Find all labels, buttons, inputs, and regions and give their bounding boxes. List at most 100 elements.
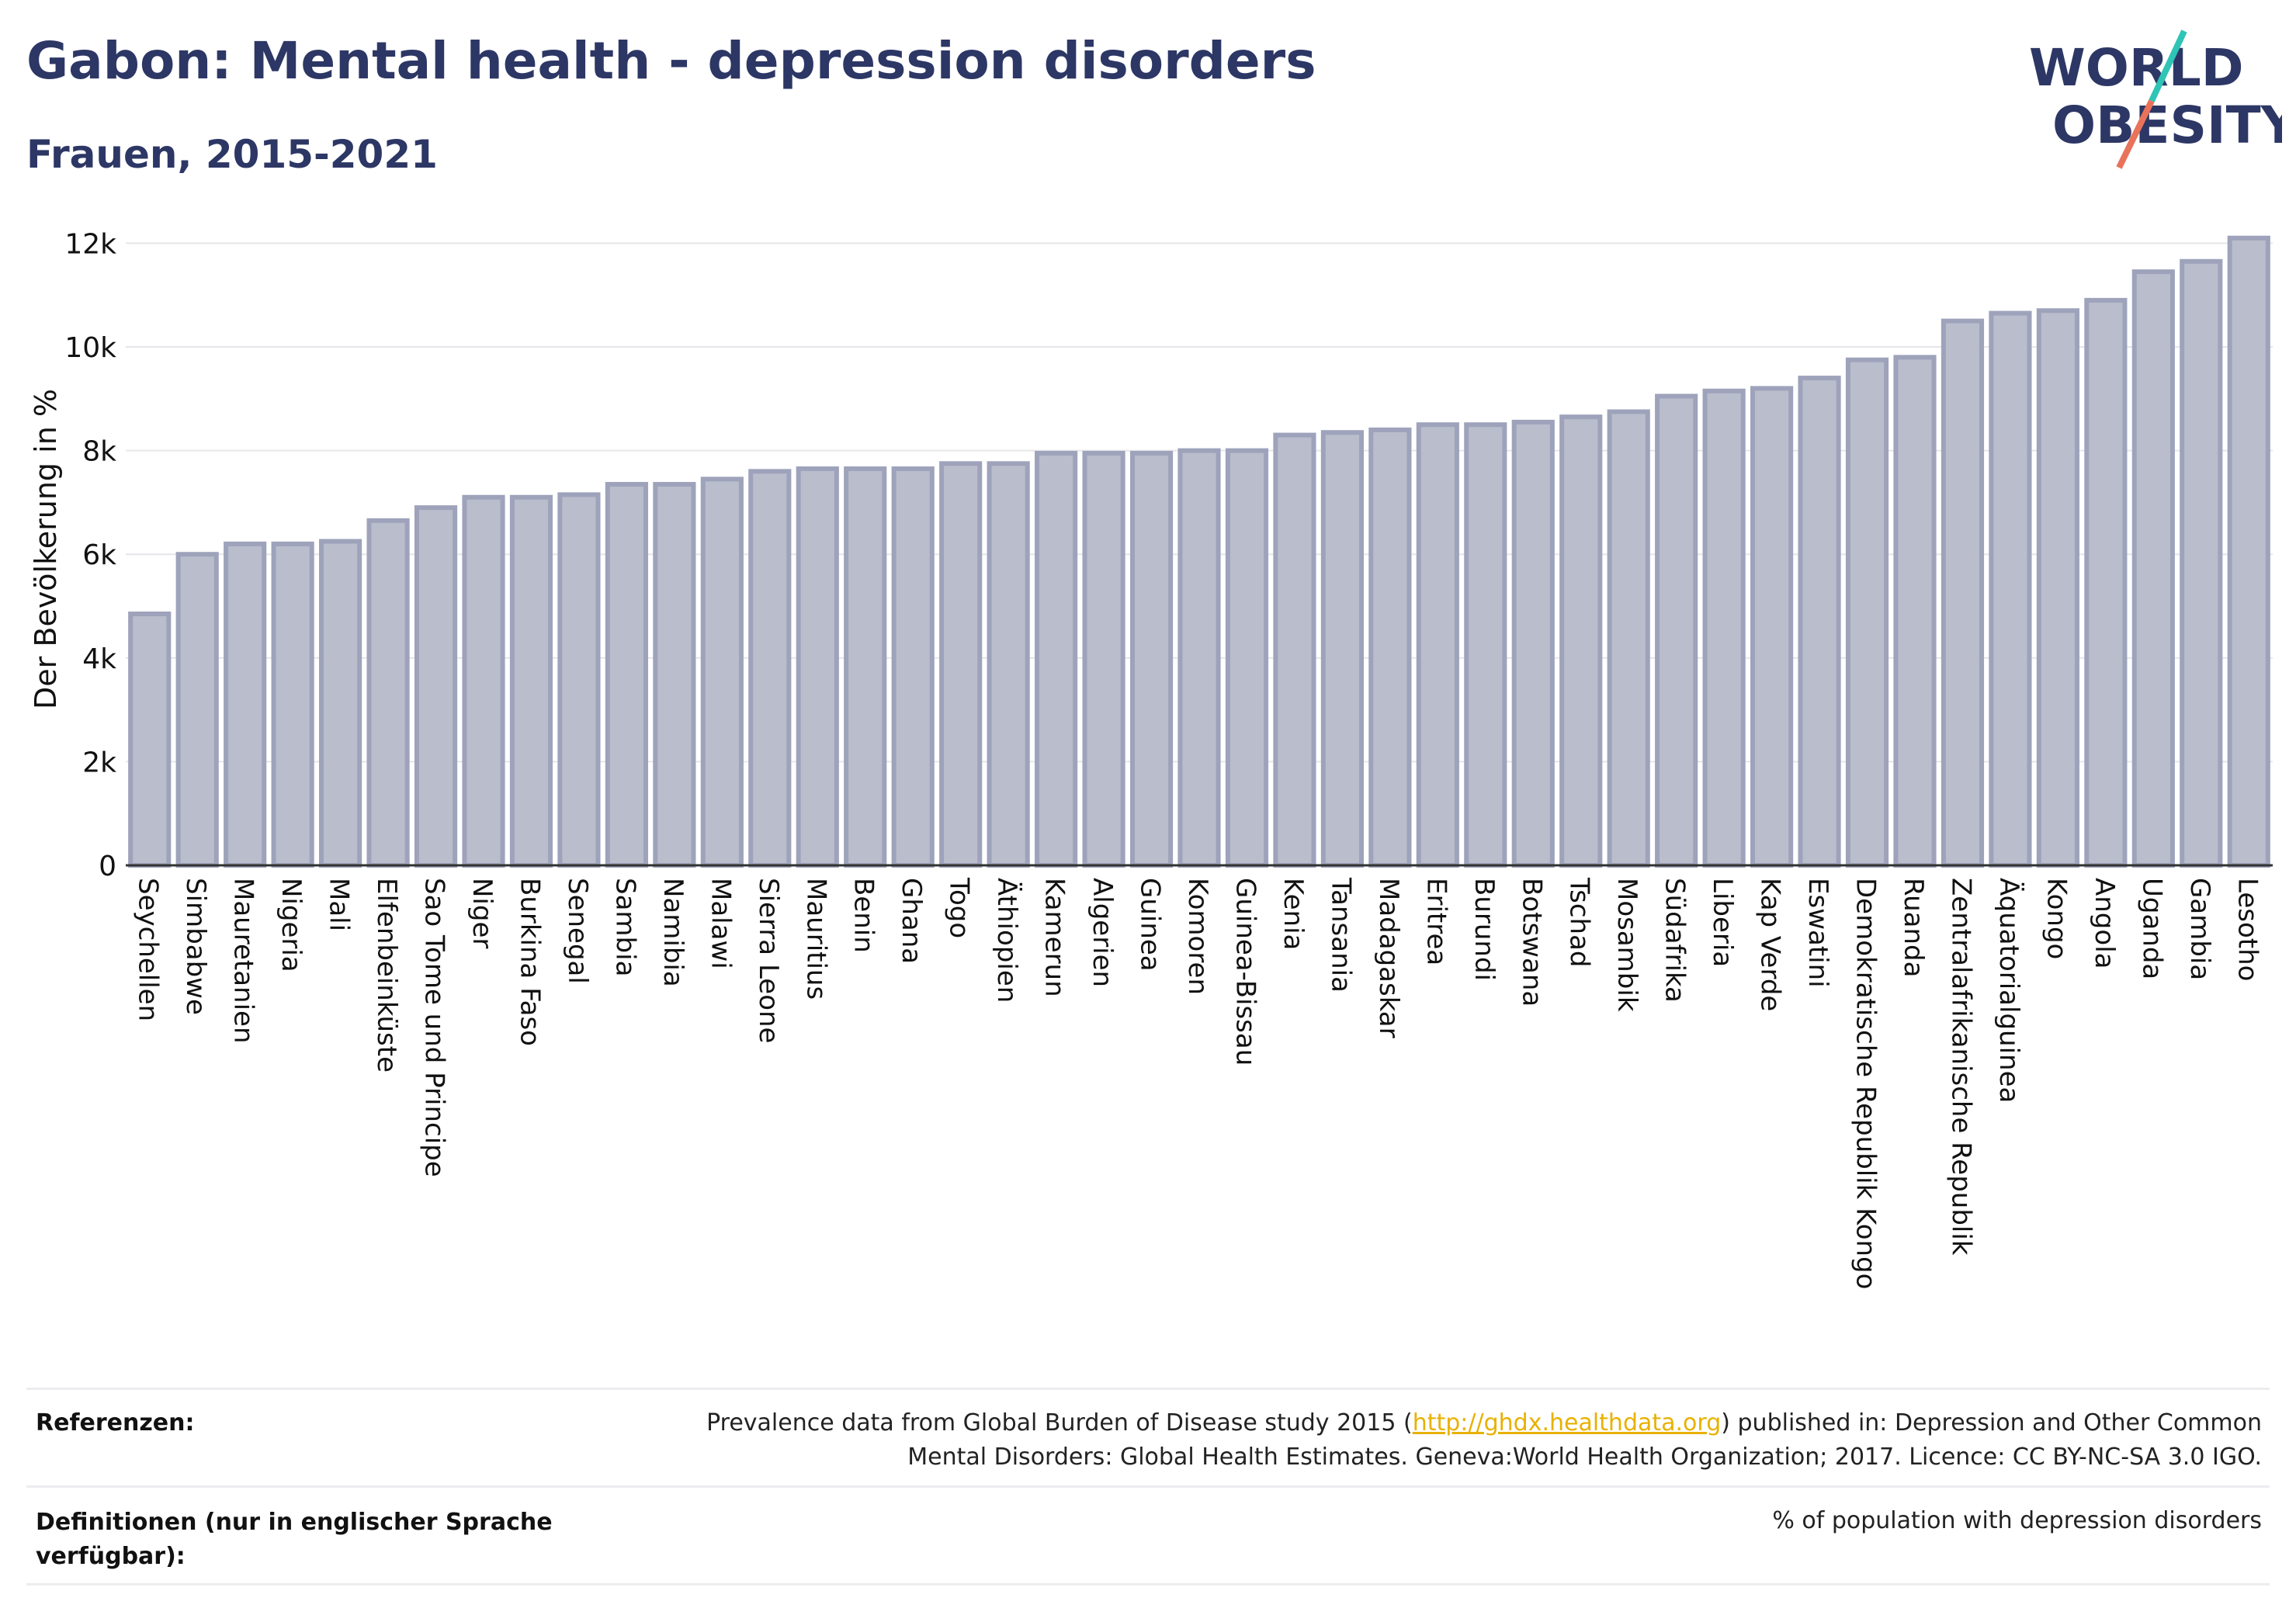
x-tick-label: Seychellen <box>133 878 164 1021</box>
references-line-2: Mental Disorders: Global Health Estimate… <box>907 1444 2262 1471</box>
bar-benin <box>844 466 887 868</box>
x-tick-label: Botswana <box>1516 878 1547 1007</box>
x-tick-label: Tansania <box>1325 877 1356 993</box>
bar-lesotho <box>2227 235 2270 868</box>
bars <box>128 235 2270 868</box>
bar-sao-tome-und-principe <box>414 505 458 868</box>
bar-liberia <box>1702 388 1746 868</box>
bar-madagaskar <box>1368 427 1412 868</box>
bar-guinea <box>1129 450 1174 868</box>
x-tick-label: Zentralafrikanische Republik <box>1945 878 1976 1256</box>
y-tick-label: 10k <box>64 332 116 364</box>
bar-sierra-leone <box>748 469 792 868</box>
x-tick-label: Tschad <box>1564 877 1595 968</box>
x-tick-label: Komoren <box>1182 878 1213 995</box>
references-text: Prevalence data from Global Burden of Di… <box>706 1406 2262 1475</box>
x-tick-label: Madagaskar <box>1373 878 1404 1038</box>
x-tick-label: Kongo <box>2041 878 2072 959</box>
bar-sambia <box>605 482 648 868</box>
definitions-label: Definitionen (nur in englischer Sprache … <box>36 1509 553 1570</box>
x-tick-label: Mauritius <box>800 878 831 1000</box>
bar-angola <box>2084 297 2128 868</box>
x-tick-label: Guinea-Bissau <box>1230 878 1261 1066</box>
bar-seychellen <box>128 612 172 868</box>
bar-ghana <box>891 466 935 868</box>
bar-guinea-bissau <box>1225 448 1269 868</box>
x-tick-label: Niger <box>466 878 498 948</box>
bar-chart: 0 2k 4k 6k 8k 10k 12k Seychellen Simbabwe Maureta… <box>29 228 2273 1289</box>
bar-gambia <box>2180 258 2223 868</box>
y-tick-label: 12k <box>64 228 116 260</box>
x-tick-label: Sambia <box>609 878 640 976</box>
bar-uganda <box>2131 269 2175 868</box>
x-tick-label: Guinea <box>1135 878 1166 972</box>
bar-botswana <box>1511 419 1555 868</box>
x-tick-label: Kenia <box>1278 878 1309 950</box>
world-obesity-logo: WORLD OBESITY <box>2029 29 2282 169</box>
logo-slash-teal <box>2149 29 2187 102</box>
footer-divider-middle <box>26 1485 2270 1488</box>
references-link[interactable]: http://ghdx.healthdata.org <box>1412 1409 1722 1437</box>
x-tick-label: Namibia <box>657 878 688 987</box>
bar-elfenbeinküste <box>366 518 410 868</box>
bar-südafrika <box>1655 393 1698 868</box>
bar-nigeria <box>271 541 314 868</box>
x-tick-label: Mauretanien <box>228 878 259 1044</box>
x-tick-label: Malawi <box>705 878 736 969</box>
x-tick-label: Eritrea <box>1420 878 1451 965</box>
x-tick-label: Burundi <box>1469 878 1500 981</box>
bar-kap-verde <box>1750 386 1794 868</box>
footer-divider-top <box>26 1388 2270 1390</box>
references-label: Referenzen: <box>36 1409 195 1437</box>
x-tick-label: Kamerun <box>1039 878 1070 997</box>
bar-mauritius <box>796 466 839 868</box>
x-tick-label: Lesotho <box>2232 878 2263 981</box>
x-tick-label: Elfenbeinküste <box>371 878 402 1073</box>
bar-demokratische-republik-kongo <box>1845 357 1889 868</box>
x-tick-label: Uganda <box>2136 878 2167 979</box>
logo-word-obesity: OBESITY <box>2052 95 2282 155</box>
x-tick-label: Togo <box>944 877 975 938</box>
bar-mali <box>319 539 362 868</box>
x-tick-label: Sao Tome und Principe <box>419 878 450 1177</box>
bar-ruanda <box>1893 355 1937 868</box>
bar-kenia <box>1273 432 1316 868</box>
bar-tschad <box>1559 414 1603 868</box>
chart-title: Gabon: Mental health - depression disord… <box>26 31 1316 91</box>
definitions-text: % of population with depression disorder… <box>1772 1507 2262 1534</box>
bar-äquatorialguinea <box>1989 310 2032 868</box>
bar-niger <box>462 494 505 868</box>
bar-namibia <box>653 482 696 868</box>
axes: 0 2k 4k 6k 8k 10k 12k Seychellen Simbabwe Maureta… <box>64 228 2273 1289</box>
bar-zentralafrikanische-republik <box>1941 318 1985 868</box>
x-tick-label: Benin <box>848 878 879 953</box>
bar-burkina-faso <box>509 494 553 868</box>
logo-word-world: WORLD <box>2029 38 2244 98</box>
bar-mauretanien <box>224 541 267 868</box>
x-tick-label: Simbabwe <box>180 878 211 1015</box>
references-line-1: Prevalence data from Global Burden of Di… <box>706 1409 2262 1437</box>
x-tick-label: Ghana <box>896 878 927 964</box>
bar-burundi <box>1464 422 1507 868</box>
x-tick-label: Demokratische Republik Kongo <box>1850 878 1882 1289</box>
bar-kongo <box>2036 308 2079 868</box>
y-tick-label: 8k <box>82 436 116 468</box>
x-tick-label: Mosambik <box>1611 878 1642 1012</box>
bar-algerien <box>1082 450 1125 868</box>
bar-simbabwe <box>175 552 219 868</box>
bar-mosambik <box>1607 409 1650 868</box>
bar-eritrea <box>1416 422 1459 868</box>
x-tick-label: Äthiopien <box>991 878 1022 1003</box>
bar-eswatini <box>1798 376 1841 868</box>
x-tick-label: Algerien <box>1087 878 1118 987</box>
bar-senegal <box>557 492 601 868</box>
x-tick-label: Angola <box>2089 878 2120 969</box>
y-tick-label: 0 <box>99 851 116 882</box>
x-tick-label: Nigeria <box>276 878 307 972</box>
y-axis-label: Der Bevölkerung in % <box>29 389 63 709</box>
bar-malawi <box>700 477 744 868</box>
bar-togo <box>939 461 983 868</box>
x-tick-label: Sierra Leone <box>753 878 784 1043</box>
bar-tansania <box>1320 430 1364 868</box>
x-tick-label: Mali <box>324 878 355 931</box>
